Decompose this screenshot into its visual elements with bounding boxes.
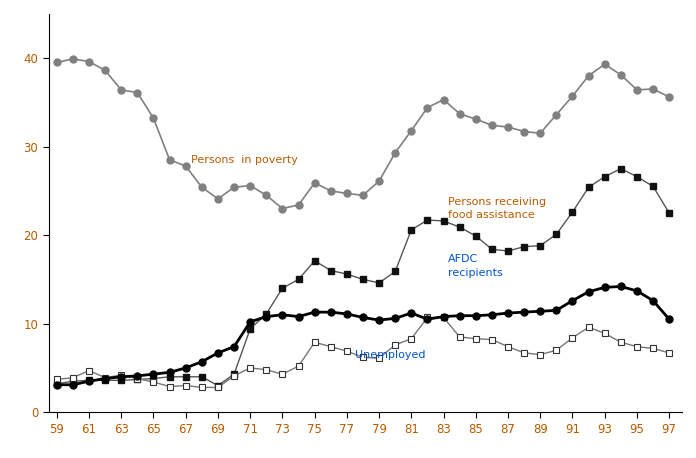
- Text: Persons  in poverty: Persons in poverty: [191, 155, 297, 165]
- Text: AFDC
recipients: AFDC recipients: [448, 255, 503, 278]
- Text: Unemployed: Unemployed: [355, 349, 425, 360]
- Text: Persons receiving
food assistance: Persons receiving food assistance: [448, 197, 546, 220]
